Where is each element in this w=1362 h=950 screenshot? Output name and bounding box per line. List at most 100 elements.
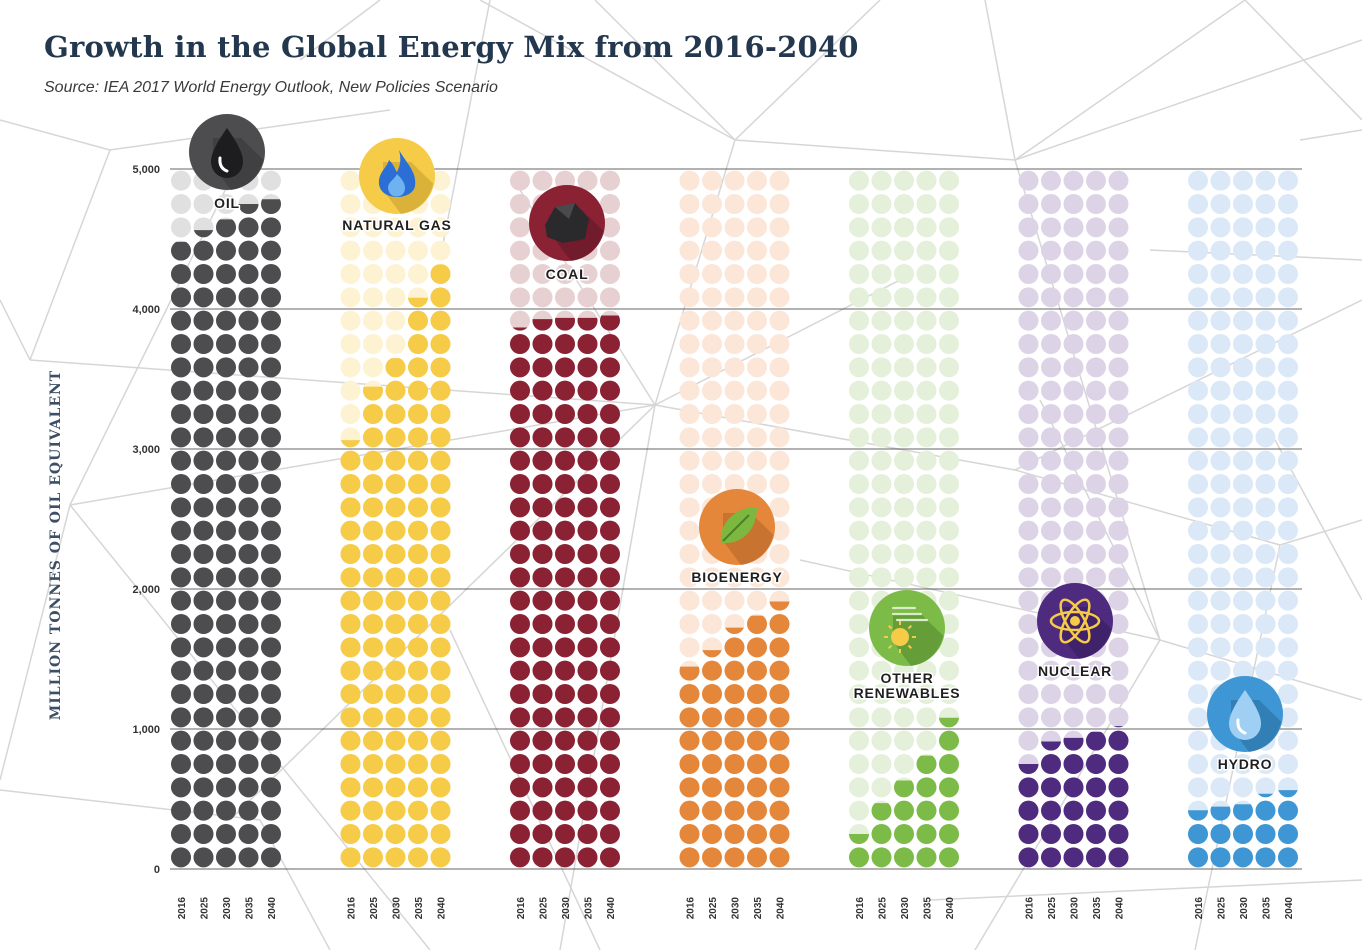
value-dot	[171, 847, 191, 868]
empty-dot	[871, 310, 892, 331]
empty-dot	[939, 497, 959, 518]
value-dot	[747, 824, 767, 844]
y-tick-label: 2,000	[132, 584, 160, 596]
empty-dot	[871, 777, 892, 798]
empty-dot	[532, 264, 553, 284]
value-dot	[363, 847, 383, 868]
coal-shape	[545, 203, 589, 243]
value-dot	[1063, 824, 1084, 844]
empty-dot	[916, 684, 937, 704]
leaf-icon	[699, 489, 775, 565]
empty-dot	[871, 287, 892, 308]
empty-dot	[1108, 684, 1129, 704]
empty-dot	[1233, 474, 1253, 494]
empty-dot	[1188, 660, 1208, 681]
empty-dot	[1041, 217, 1061, 238]
value-dot-partial	[679, 666, 700, 681]
x-tick-label: 2030	[222, 897, 233, 920]
value-dot	[747, 800, 767, 821]
value-dot	[1041, 800, 1061, 821]
value-dot	[363, 520, 383, 541]
value-dot	[340, 637, 361, 658]
empty-dot	[1278, 357, 1298, 378]
empty-dot	[849, 287, 869, 308]
empty-dot	[1188, 614, 1208, 634]
value-dot	[193, 590, 214, 611]
value-dot	[171, 357, 191, 378]
empty-dot	[1210, 310, 1231, 331]
value-dot	[1041, 777, 1061, 798]
empty-dot	[871, 194, 892, 214]
empty-dot	[1063, 170, 1084, 191]
value-dot	[261, 310, 281, 331]
value-dot	[1086, 800, 1106, 821]
empty-dot	[894, 427, 914, 448]
value-dot	[577, 800, 598, 821]
value-dot	[216, 334, 236, 354]
value-dot	[171, 614, 191, 634]
value-dot	[238, 217, 259, 238]
empty-dot	[1041, 450, 1061, 471]
empty-dot	[916, 217, 937, 238]
value-dot	[408, 590, 428, 611]
empty-dot	[1063, 240, 1084, 261]
empty-dot	[939, 520, 959, 541]
empty-dot	[430, 240, 451, 261]
empty-dot	[894, 754, 914, 774]
value-dot	[1210, 847, 1231, 868]
value-dot	[532, 334, 553, 354]
value-dot	[510, 614, 530, 634]
empty-dot	[1210, 334, 1231, 354]
value-dot	[363, 427, 383, 448]
network-line	[0, 504, 71, 781]
empty-dot	[171, 170, 191, 191]
empty-dot	[1233, 520, 1253, 541]
value-dot	[430, 637, 451, 658]
value-dot	[171, 520, 191, 541]
value-dot	[171, 380, 191, 401]
value-dot	[363, 777, 383, 798]
empty-dot	[1018, 240, 1039, 261]
empty-dot	[1233, 240, 1253, 261]
empty-dot	[1210, 194, 1231, 214]
empty-dot	[1278, 520, 1298, 541]
value-dot	[577, 357, 598, 378]
empty-dot	[1233, 450, 1253, 471]
value-dot	[769, 684, 790, 704]
value-dot	[261, 847, 281, 868]
empty-dot	[385, 240, 406, 261]
value-dot-partial	[1278, 790, 1298, 798]
value-dot	[532, 754, 553, 774]
value-dot	[430, 800, 451, 821]
empty-dot	[769, 287, 790, 308]
empty-dot	[1041, 520, 1061, 541]
value-dot	[261, 637, 281, 658]
empty-dot	[1233, 194, 1253, 214]
empty-dot	[340, 194, 361, 214]
empty-dot	[1018, 170, 1039, 191]
value-dot	[363, 684, 383, 704]
category-label: HYDRO	[1218, 756, 1273, 772]
dot-column-2025	[871, 170, 892, 868]
value-dot-partial	[340, 440, 361, 448]
value-dot	[600, 450, 620, 471]
empty-dot	[1233, 544, 1253, 564]
value-dot	[577, 334, 598, 354]
value-dot	[216, 614, 236, 634]
empty-dot	[1233, 287, 1253, 308]
empty-dot	[385, 334, 406, 354]
empty-dot	[849, 240, 869, 261]
value-dot	[600, 334, 620, 354]
empty-dot	[1018, 544, 1039, 564]
series-oil: 2016 2025 2030 2035 2040	[171, 170, 281, 920]
empty-dot	[939, 637, 959, 658]
value-dot	[193, 287, 214, 308]
value-dot	[340, 800, 361, 821]
empty-dot	[679, 590, 700, 611]
x-tick-label: 2040	[1115, 897, 1126, 920]
value-dot	[1018, 847, 1039, 868]
series-nuclear: 2016 2025 2030 2035 2040	[1018, 170, 1129, 920]
network-line	[0, 299, 31, 361]
empty-dot	[385, 217, 406, 238]
empty-dot	[1255, 754, 1276, 774]
